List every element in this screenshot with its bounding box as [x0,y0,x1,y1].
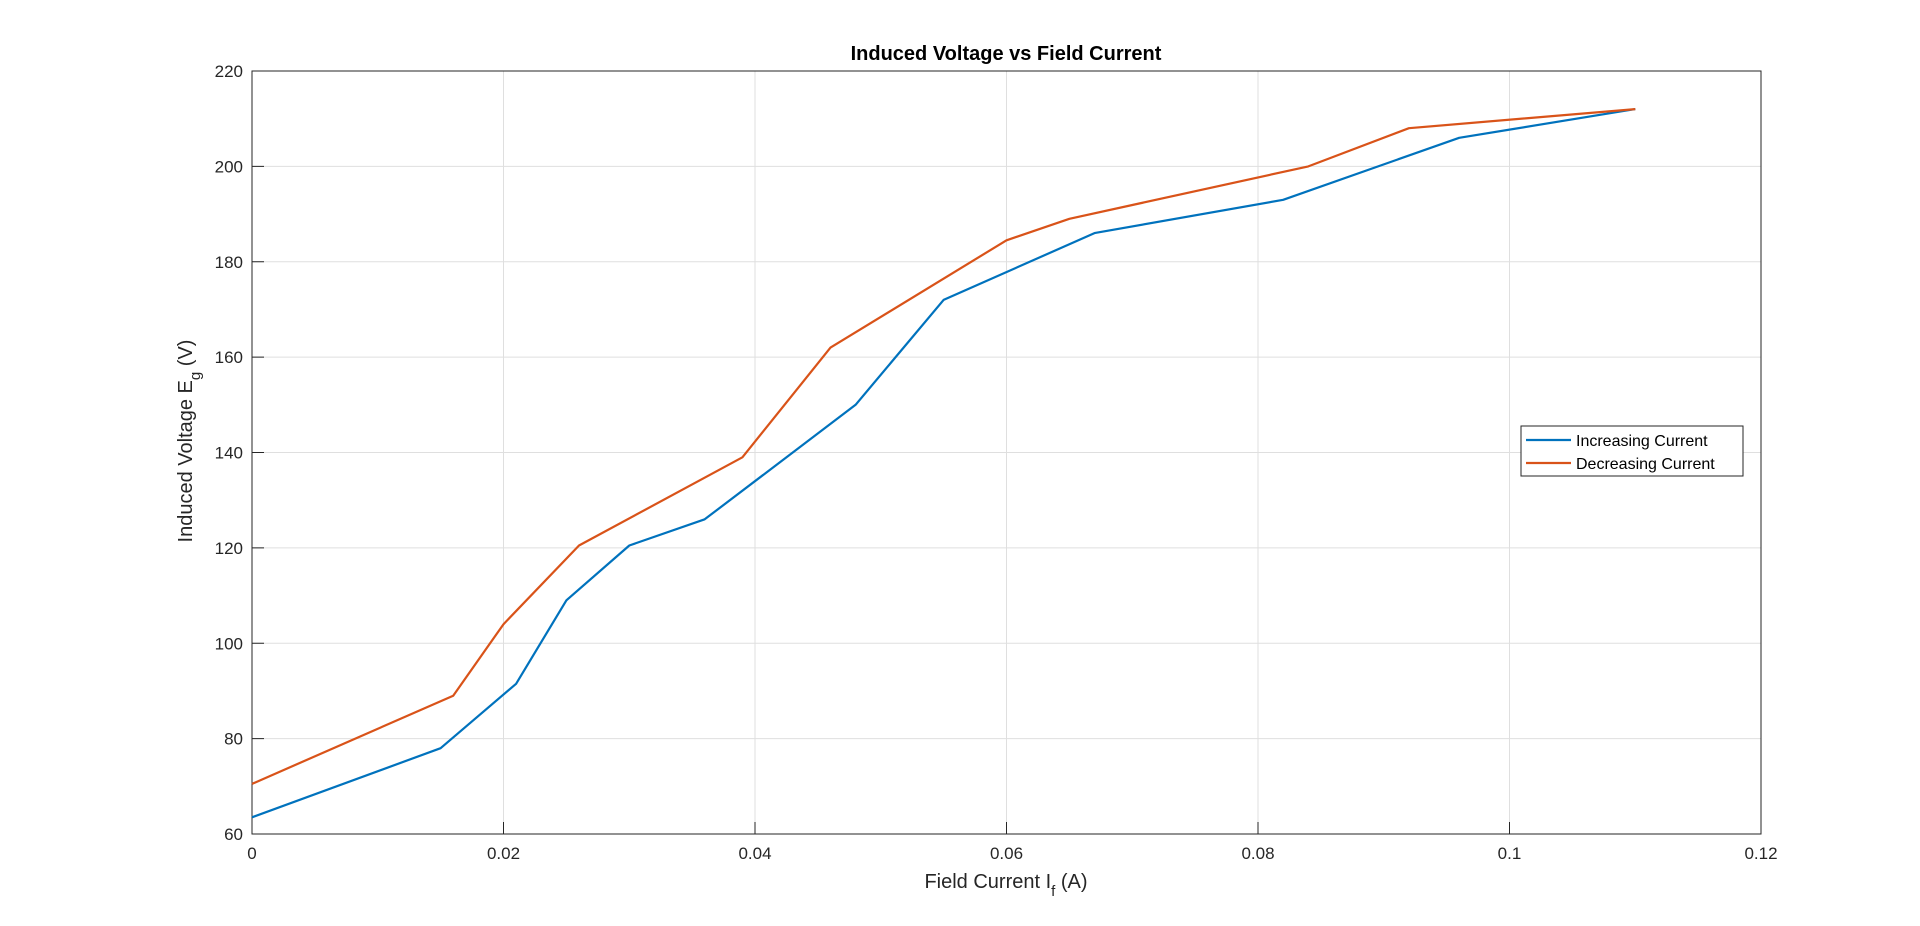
y-tick-label: 140 [215,444,243,463]
chart-title: Induced Voltage vs Field Current [851,43,1162,65]
y-axis-label-main: Induced Voltage E [175,380,197,542]
y-axis-label: Induced Voltage Eg (V) [175,340,204,543]
y-tick-label: 60 [224,825,243,844]
y-tick-label: 160 [215,348,243,367]
y-tick-label: 80 [224,730,243,749]
x-tick-label: 0.08 [1241,844,1274,863]
x-tick-label: 0.12 [1744,844,1777,863]
legend-box [1520,425,1744,477]
x-axis-label: Field Current If (A) [924,871,1087,900]
x-tick-label: 0.02 [487,844,520,863]
x-axis-label-unit: (A) [1055,871,1087,893]
series-line-1 [251,108,1636,819]
legend: Increasing Current Decreasing Current [1520,425,1744,477]
y-tick-label: 180 [215,253,243,272]
grid [251,70,1762,835]
x-axis-label-subscript: f [1051,883,1056,900]
legend-entry-label: Increasing Current [1576,433,1708,450]
y-tick-label: 120 [215,539,243,558]
series-line-2 [251,108,1636,785]
y-tick-label: 200 [215,157,243,176]
y-axis-label-unit: (V) [175,340,197,372]
x-axis-label-main: Field Current I [924,871,1051,893]
x-tick-label: 0 [247,844,256,863]
y-tick-label: 100 [215,634,243,653]
x-tick-label: 0.06 [990,844,1023,863]
y-axis-label-subscript: g [187,372,204,380]
series-lines [251,108,1636,819]
x-tick-label: 0.04 [738,844,771,863]
x-tick-label: 0.1 [1498,844,1522,863]
legend-entry-label: Decreasing Current [1576,456,1715,473]
y-tick-label: 220 [215,62,243,81]
axis-ticks: 0 0.02 0.04 0.06 0.08 0.1 0.12 60 80 100 120 140 160… [215,62,1778,863]
